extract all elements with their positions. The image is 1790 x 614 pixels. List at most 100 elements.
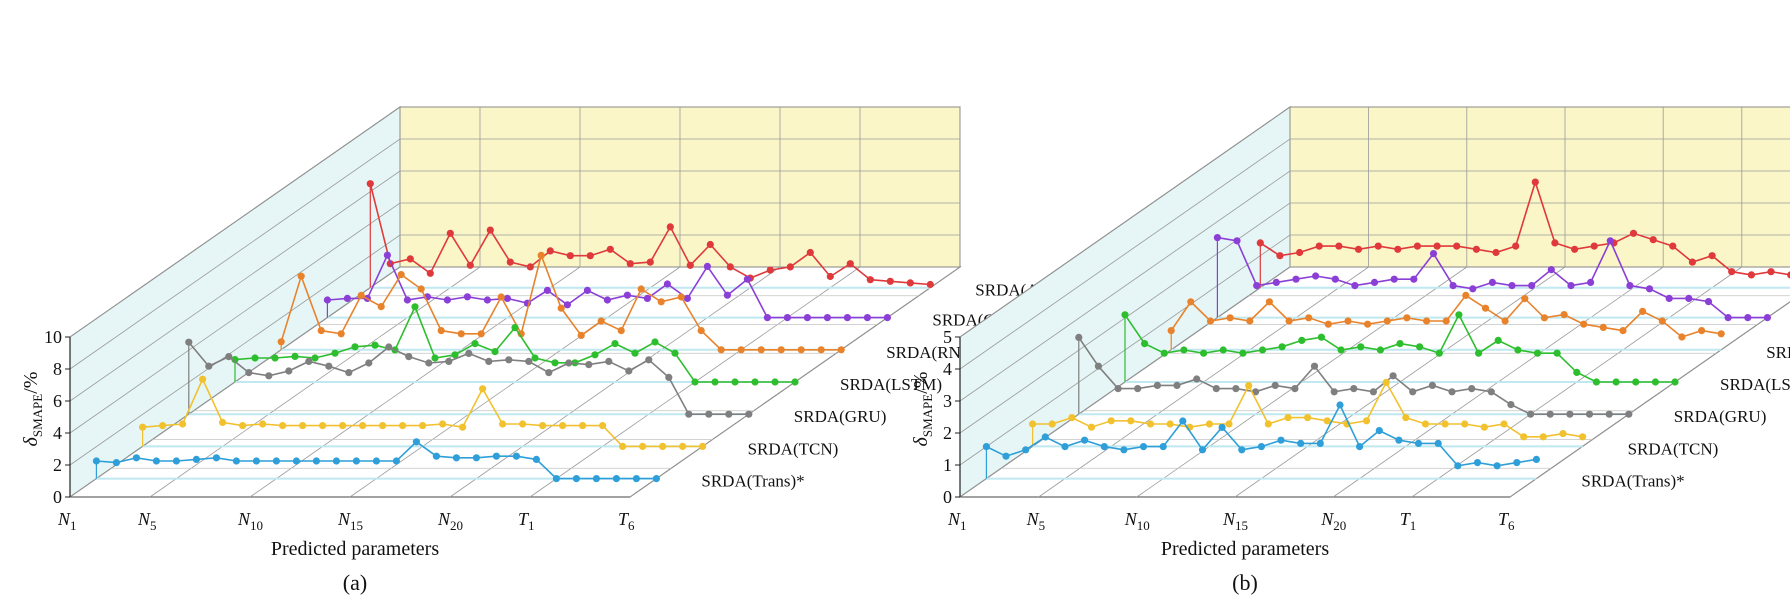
data-point	[1580, 320, 1588, 328]
data-point	[457, 330, 465, 338]
data-point	[1233, 237, 1241, 245]
data-point	[412, 438, 420, 446]
data-point	[279, 422, 287, 430]
data-point	[1160, 349, 1168, 357]
data-point	[611, 340, 619, 348]
data-point	[1364, 320, 1372, 328]
data-point	[1532, 455, 1540, 463]
data-point	[1390, 275, 1398, 283]
y-tick-label: 0	[943, 487, 952, 507]
data-point	[477, 330, 485, 338]
data-point	[439, 420, 447, 428]
y-tick-label: 5	[943, 327, 952, 347]
x-tick-label: N20	[437, 509, 463, 533]
y-tick-label: 2	[53, 455, 62, 475]
data-point	[139, 423, 147, 431]
data-point	[705, 410, 713, 418]
data-point	[1335, 242, 1343, 250]
data-point	[586, 252, 594, 260]
data-point	[1396, 340, 1404, 348]
data-point	[1747, 271, 1755, 279]
data-point	[357, 291, 365, 299]
data-point	[591, 351, 599, 359]
data-point	[643, 294, 652, 302]
data-point	[1382, 378, 1390, 386]
data-point	[612, 475, 621, 483]
data-point	[603, 296, 612, 304]
data-point	[259, 420, 267, 428]
data-point	[1493, 462, 1501, 470]
data-point	[159, 422, 167, 430]
data-point	[906, 279, 914, 287]
x-tick-main: N	[437, 509, 451, 529]
data-point	[446, 229, 454, 237]
data-point	[1553, 349, 1561, 357]
series-srdagru: SRDA(GRU)	[185, 338, 886, 426]
y-axis-title-suffix: /%	[20, 372, 42, 394]
data-point	[1252, 388, 1260, 396]
data-point	[926, 280, 934, 289]
data-point	[711, 378, 719, 386]
data-point	[697, 327, 705, 335]
data-point	[577, 331, 585, 339]
series-srdaae: SRDA(AE)	[1256, 178, 1790, 289]
data-point	[1717, 330, 1725, 338]
data-point	[1454, 462, 1462, 470]
data-point	[666, 223, 674, 231]
data-point	[585, 361, 593, 369]
data-point	[1376, 346, 1384, 354]
data-point	[1573, 368, 1581, 376]
data-point	[479, 385, 487, 393]
x-tick-sub: 20	[450, 518, 463, 533]
data-point	[505, 356, 513, 364]
series-label: SRDA(TCN)	[748, 439, 839, 458]
data-point	[545, 369, 553, 377]
data-point	[1324, 320, 1332, 328]
data-point	[1198, 446, 1207, 454]
data-point	[179, 420, 187, 428]
series-label: SRDA(LSTM)	[1720, 375, 1790, 394]
data-point	[512, 452, 521, 460]
data-point	[1492, 248, 1500, 257]
y-axis-title: δSMAPE/%	[910, 372, 935, 447]
data-point	[1468, 385, 1476, 393]
data-point	[1571, 245, 1579, 253]
data-point	[525, 357, 533, 365]
data-point	[331, 349, 339, 357]
data-point	[245, 369, 253, 377]
series-label: SRDA(RNN)	[1766, 343, 1790, 362]
data-point	[1559, 430, 1567, 438]
data-point	[1585, 410, 1594, 418]
data-point	[332, 457, 340, 465]
x-tick-main: T	[1400, 509, 1412, 529]
data-point	[1688, 258, 1696, 266]
data-point	[1546, 410, 1554, 418]
data-point	[1264, 420, 1272, 428]
data-point	[1323, 417, 1331, 425]
data-point	[1304, 414, 1312, 422]
data-point	[982, 443, 991, 451]
data-point	[403, 296, 411, 304]
x-tick-label: N10	[237, 509, 263, 533]
data-point	[1606, 237, 1614, 245]
data-point	[1435, 349, 1443, 357]
data-point	[1540, 314, 1548, 322]
y-axis-title-main: δ	[910, 436, 932, 446]
data-point	[406, 255, 414, 263]
data-point	[1206, 317, 1215, 325]
data-point	[777, 346, 785, 354]
data-point	[1500, 420, 1508, 428]
data-point	[1022, 446, 1030, 454]
data-point	[1487, 388, 1495, 396]
y-tick-label: 4	[53, 423, 62, 443]
data-point	[766, 266, 774, 274]
x-tick-sub: 10	[250, 518, 263, 533]
data-point	[563, 301, 572, 309]
data-point	[1461, 420, 1469, 428]
data-point	[92, 457, 100, 465]
data-point	[1507, 401, 1515, 409]
data-point	[1298, 336, 1306, 344]
data-point	[1337, 346, 1345, 354]
x-tick-label: T1	[518, 509, 535, 533]
